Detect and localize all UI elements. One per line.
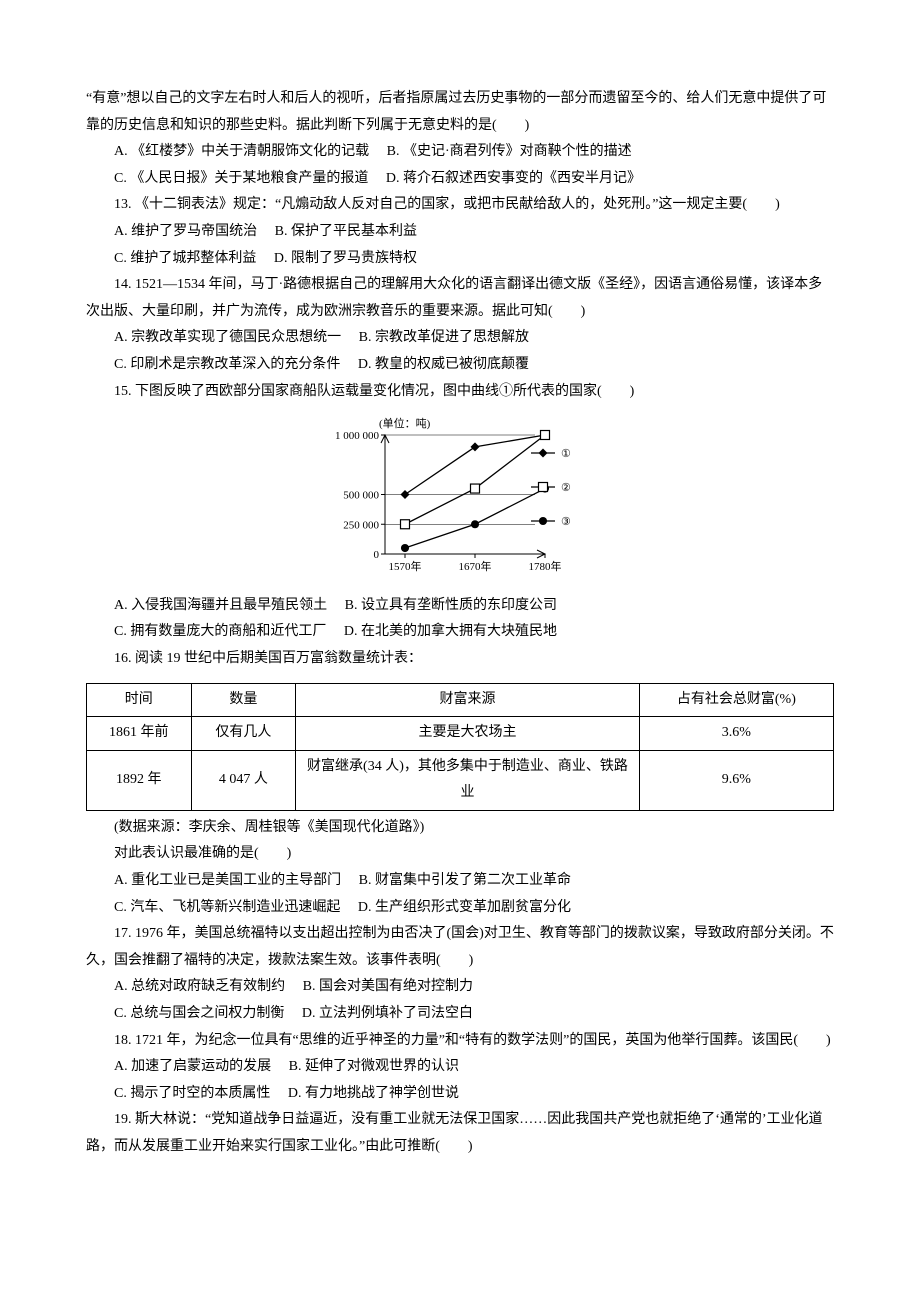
q17-choices-cd: C. 总统与国会之间权力制衡 D. 立法判例填补了司法空白 bbox=[86, 1001, 834, 1028]
q15-opt-d: D. 在北美的加拿大拥有大块殖民地 bbox=[344, 624, 557, 639]
cell: 仅有几人 bbox=[191, 717, 296, 751]
cell: 1892 年 bbox=[87, 750, 192, 810]
q18-stem: 18. 1721 年，为纪念一位具有“思维的近乎神圣的力量”和“特有的数学法则”… bbox=[86, 1028, 834, 1055]
q12-opt-a: A. 《红楼梦》中关于清朝服饰文化的记载 bbox=[114, 144, 369, 159]
q14-opt-d: D. 教皇的权威已被彻底颠覆 bbox=[358, 357, 529, 372]
q14-stem: 14. 1521—1534 年间，马丁·路德根据自己的理解用大众化的语言翻译出德… bbox=[86, 272, 834, 325]
q14-opt-c: C. 印刷术是宗教改革深入的充分条件 bbox=[114, 357, 340, 372]
th-pct: 占有社会总财富(%) bbox=[639, 683, 833, 717]
cell: 主要是大农场主 bbox=[296, 717, 640, 751]
q12-opt-c: C. 《人民日报》关于某地粮食产量的报道 bbox=[114, 171, 368, 186]
svg-text:(单位：吨): (单位：吨) bbox=[379, 416, 431, 430]
svg-text:0: 0 bbox=[374, 549, 380, 561]
q13-opt-d: D. 限制了罗马贵族特权 bbox=[274, 251, 417, 266]
q12-stem: “有意”想以自己的文字左右时人和后人的视听，后者指原属过去历史事物的一部分而遗留… bbox=[86, 86, 834, 139]
cell: 1861 年前 bbox=[87, 717, 192, 751]
q16-choices-cd: C. 汽车、飞机等新兴制造业迅速崛起 D. 生产组织形式变革加剧贫富分化 bbox=[86, 895, 834, 922]
q15-choices-cd: C. 拥有数量庞大的商船和近代工厂 D. 在北美的加拿大拥有大块殖民地 bbox=[86, 619, 834, 646]
q13-opt-a: A. 维护了罗马帝国统治 bbox=[114, 224, 257, 239]
line-chart: (单位：吨) 0 250 000 500 000 1 000 000 1570年 1670年… bbox=[315, 411, 605, 576]
q14-choices-ab: A. 宗教改革实现了德国民众思想统一 B. 宗教改革促进了思想解放 bbox=[86, 325, 834, 352]
q16-stem: 16. 阅读 19 世纪中后期美国百万富翁数量统计表： bbox=[86, 646, 834, 673]
q16-choices-ab: A. 重化工业已是美国工业的主导部门 B. 财富集中引发了第二次工业革命 bbox=[86, 868, 834, 895]
q18-opt-a: A. 加速了启蒙运动的发展 bbox=[114, 1059, 271, 1074]
q16-source: (数据来源：李庆余、周桂银等《美国现代化道路》) bbox=[86, 815, 834, 842]
svg-text:③: ③ bbox=[561, 516, 571, 528]
q15-choices-ab: A. 入侵我国海疆并且最早殖民领土 B. 设立具有垄断性质的东印度公司 bbox=[86, 593, 834, 620]
q17-opt-b: B. 国会对美国有绝对控制力 bbox=[303, 979, 473, 994]
svg-text:500 000: 500 000 bbox=[343, 490, 379, 502]
q13-opt-c: C. 维护了城邦整体利益 bbox=[114, 251, 256, 266]
q13-choices-cd: C. 维护了城邦整体利益 D. 限制了罗马贵族特权 bbox=[86, 246, 834, 273]
svg-text:1570年: 1570年 bbox=[389, 559, 422, 573]
q18-choices-cd: C. 揭示了时空的本质属性 D. 有力地挑战了神学创世说 bbox=[86, 1081, 834, 1108]
q17-opt-a: A. 总统对政府缺乏有效制约 bbox=[114, 979, 285, 994]
q16-opt-b: B. 财富集中引发了第二次工业革命 bbox=[359, 873, 571, 888]
q14-choices-cd: C. 印刷术是宗教改革深入的充分条件 D. 教皇的权威已被彻底颠覆 bbox=[86, 352, 834, 379]
q18-choices-ab: A. 加速了启蒙运动的发展 B. 延伸了对微观世界的认识 bbox=[86, 1054, 834, 1081]
q13-stem: 13. 《十二铜表法》规定：“凡煽动敌人反对自己的国家，或把市民献给敌人的，处死… bbox=[86, 192, 834, 219]
q15-opt-b: B. 设立具有垄断性质的东印度公司 bbox=[345, 598, 557, 613]
q16-ask: 对此表认识最准确的是( ) bbox=[86, 841, 834, 868]
cell: 财富继承(34 人)，其他多集中于制造业、商业、铁路业 bbox=[296, 750, 640, 810]
table-row: 1861 年前 仅有几人 主要是大农场主 3.6% bbox=[87, 717, 834, 751]
svg-text:②: ② bbox=[561, 482, 571, 494]
q17-choices-ab: A. 总统对政府缺乏有效制约 B. 国会对美国有绝对控制力 bbox=[86, 974, 834, 1001]
q17-stem: 17. 1976 年，美国总统福特以支出超出控制为由否决了(国会)对卫生、教育等… bbox=[86, 921, 834, 974]
q15-opt-c: C. 拥有数量庞大的商船和近代工厂 bbox=[114, 624, 326, 639]
q19-stem: 19. 斯大林说：“党知道战争日益逼近，没有重工业就无法保卫国家……因此我国共产… bbox=[86, 1107, 834, 1160]
th-source: 财富来源 bbox=[296, 683, 640, 717]
q16-table: 时间 数量 财富来源 占有社会总财富(%) 1861 年前 仅有几人 主要是大农… bbox=[86, 683, 834, 811]
q13-opt-b: B. 保护了平民基本利益 bbox=[275, 224, 417, 239]
cell: 3.6% bbox=[639, 717, 833, 751]
q17-opt-c: C. 总统与国会之间权力制衡 bbox=[114, 1006, 284, 1021]
chart-container: (单位：吨) 0 250 000 500 000 1 000 000 1570年 1670年… bbox=[86, 411, 834, 587]
svg-text:①: ① bbox=[561, 448, 571, 460]
cell: 4 047 人 bbox=[191, 750, 296, 810]
table-row: 1892 年 4 047 人 财富继承(34 人)，其他多集中于制造业、商业、铁… bbox=[87, 750, 834, 810]
q16-opt-c: C. 汽车、飞机等新兴制造业迅速崛起 bbox=[114, 900, 340, 915]
q12-choices-cd: C. 《人民日报》关于某地粮食产量的报道 D. 蒋介石叙述西安事变的《西安半月记… bbox=[86, 166, 834, 193]
q13-choices-ab: A. 维护了罗马帝国统治 B. 保护了平民基本利益 bbox=[86, 219, 834, 246]
q15-opt-a: A. 入侵我国海疆并且最早殖民领土 bbox=[114, 598, 327, 613]
svg-text:250 000: 250 000 bbox=[343, 519, 379, 531]
svg-text:1670年: 1670年 bbox=[459, 559, 492, 573]
svg-text:1 000 000: 1 000 000 bbox=[335, 430, 380, 442]
q12-opt-b: B. 《史记·商君列传》对商鞅个性的描述 bbox=[387, 144, 632, 159]
q16-opt-a: A. 重化工业已是美国工业的主导部门 bbox=[114, 873, 341, 888]
q14-opt-a: A. 宗教改革实现了德国民众思想统一 bbox=[114, 330, 341, 345]
q18-opt-b: B. 延伸了对微观世界的认识 bbox=[289, 1059, 459, 1074]
th-count: 数量 bbox=[191, 683, 296, 717]
cell: 9.6% bbox=[639, 750, 833, 810]
q17-opt-d: D. 立法判例填补了司法空白 bbox=[302, 1006, 473, 1021]
q15-stem: 15. 下图反映了西欧部分国家商船队运载量变化情况，图中曲线①所代表的国家( ) bbox=[86, 379, 834, 406]
table-header-row: 时间 数量 财富来源 占有社会总财富(%) bbox=[87, 683, 834, 717]
th-time: 时间 bbox=[87, 683, 192, 717]
q18-opt-d: D. 有力地挑战了神学创世说 bbox=[288, 1086, 459, 1101]
q18-opt-c: C. 揭示了时空的本质属性 bbox=[114, 1086, 270, 1101]
q12-choices-ab: A. 《红楼梦》中关于清朝服饰文化的记载 B. 《史记·商君列传》对商鞅个性的描… bbox=[86, 139, 834, 166]
q14-opt-b: B. 宗教改革促进了思想解放 bbox=[359, 330, 529, 345]
q16-opt-d: D. 生产组织形式变革加剧贫富分化 bbox=[358, 900, 571, 915]
q12-opt-d: D. 蒋介石叙述西安事变的《西安半月记》 bbox=[386, 171, 641, 186]
svg-text:1780年: 1780年 bbox=[529, 559, 562, 573]
